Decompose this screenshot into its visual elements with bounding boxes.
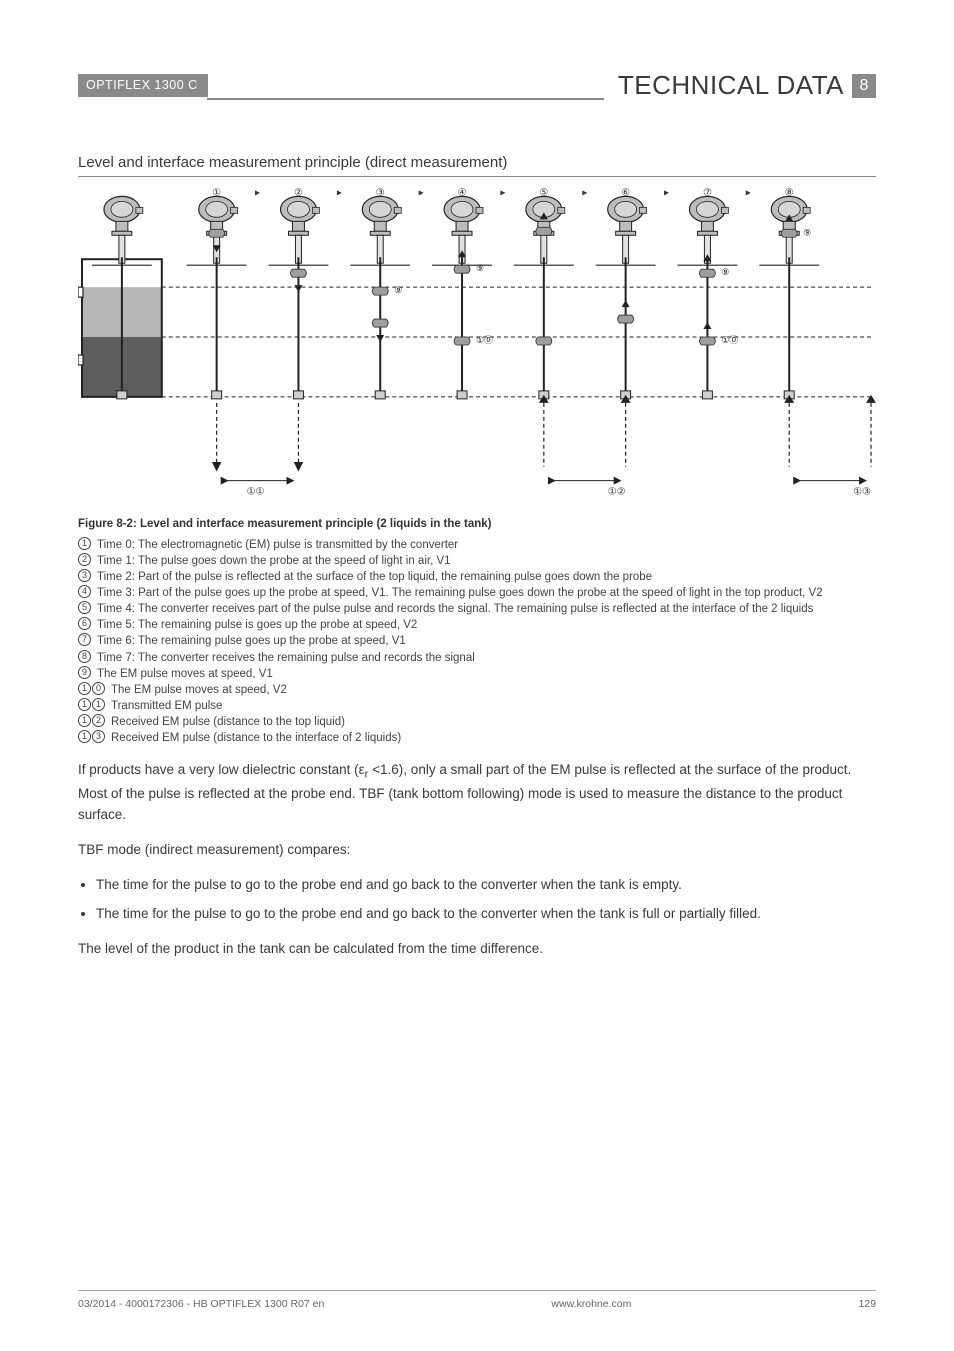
svg-text:⑨: ⑨ [476,264,484,274]
header-title: TECHNICAL DATA [618,68,844,103]
svg-text:⑨: ⑨ [721,268,729,278]
legend-item: 6Time 5: The remaining pulse is goes up … [78,617,876,633]
header-chapter-badge: 8 [852,74,876,98]
body-bullet: The time for the pulse to go to the prob… [96,875,876,896]
svg-text:▸: ▸ [255,188,260,199]
svg-text:▸: ▸ [500,188,505,199]
legend-item: 9The EM pulse moves at speed, V1 [78,666,876,682]
legend-item: 2Time 1: The pulse goes down the probe a… [78,553,876,569]
svg-text:⑧: ⑧ [785,188,794,199]
page-header: OPTIFLEX 1300 C TECHNICAL DATA 8 [78,68,876,103]
svg-text:⑥: ⑥ [621,188,630,199]
figure-svg: ⑨ ⑨ ①⓪ ⑨ ①⓪ ⑨ ① ▸ ② ▸ ③ ▸ ④ ▸ ⑤ ▸ ⑥ ▸ ⑦ ▸ ⑧ ①① ①② [78,187,876,509]
body-text: If products have a very low dielectric c… [78,760,876,960]
legend-item: 11Transmitted EM pulse [78,698,876,714]
svg-text:①③: ①③ [853,487,871,498]
figure-caption: Figure 8-2: Level and interface measurem… [78,517,876,533]
svg-text:⑦: ⑦ [703,188,712,199]
body-p3: The level of the product in the tank can… [78,939,876,960]
legend-item: 13Received EM pulse (distance to the int… [78,730,876,746]
svg-text:⑨: ⑨ [803,228,811,238]
reference-tank [78,197,162,399]
header-divider [207,98,604,100]
page-footer: 03/2014 - 4000172306 - HB OPTIFLEX 1300 … [78,1290,876,1311]
svg-text:①⓪: ①⓪ [476,335,493,345]
figure-container: ⑨ ⑨ ①⓪ ⑨ ①⓪ ⑨ ① ▸ ② ▸ ③ ▸ ④ ▸ ⑤ ▸ ⑥ ▸ ⑦ ▸ ⑧ ①① ①② [78,187,876,509]
svg-text:⑨: ⑨ [394,285,402,295]
svg-text:①⓪: ①⓪ [721,335,738,345]
svg-text:▸: ▸ [582,188,587,199]
body-bullet: The time for the pulse to go to the prob… [96,904,876,925]
body-bullets: The time for the pulse to go to the prob… [96,875,876,925]
bottom-arrows: ①① ①② ①③ [217,395,876,498]
measurement-units: ⑨ ⑨ ①⓪ ⑨ ①⓪ ⑨ [187,197,819,399]
timeline-labels: ① ▸ ② ▸ ③ ▸ ④ ▸ ⑤ ▸ ⑥ ▸ ⑦ ▸ ⑧ [212,188,794,199]
section-heading: Level and interface measurement principl… [78,153,876,177]
footer-center: www.krohne.com [551,1297,631,1311]
svg-text:③: ③ [376,188,385,199]
svg-text:▸: ▸ [337,188,342,199]
legend-item: 7Time 6: The remaining pulse goes up the… [78,633,876,649]
legend-item: 10The EM pulse moves at speed, V2 [78,682,876,698]
legend-item: 5Time 4: The converter receives part of … [78,601,876,617]
footer-left: 03/2014 - 4000172306 - HB OPTIFLEX 1300 … [78,1297,324,1311]
header-right: TECHNICAL DATA 8 [604,68,876,103]
svg-text:①: ① [212,188,221,199]
svg-text:②: ② [294,188,303,199]
p1-prefix: If products have a very low dielectric c… [78,762,365,777]
legend-item: 12Received EM pulse (distance to the top… [78,714,876,730]
svg-text:▸: ▸ [664,188,669,199]
legend-item: 8Time 7: The converter receives the rema… [78,650,876,666]
svg-text:①①: ①① [247,487,265,498]
svg-text:▸: ▸ [746,188,751,199]
legend-item: 1Time 0: The electromagnetic (EM) pulse … [78,537,876,553]
body-p1: If products have a very low dielectric c… [78,760,876,826]
header-product-label: OPTIFLEX 1300 C [78,74,208,97]
svg-text:①②: ①② [608,487,626,498]
footer-right: 129 [858,1297,876,1311]
svg-text:④: ④ [458,188,467,199]
legend-item: 4Time 3: Part of the pulse goes up the p… [78,585,876,601]
svg-text:⑤: ⑤ [539,188,548,199]
legend-list: 1Time 0: The electromagnetic (EM) pulse … [78,537,876,746]
legend-item: 3Time 2: Part of the pulse is reflected … [78,569,876,585]
svg-text:▸: ▸ [419,188,424,199]
body-p2: TBF mode (indirect measurement) compares… [78,840,876,861]
